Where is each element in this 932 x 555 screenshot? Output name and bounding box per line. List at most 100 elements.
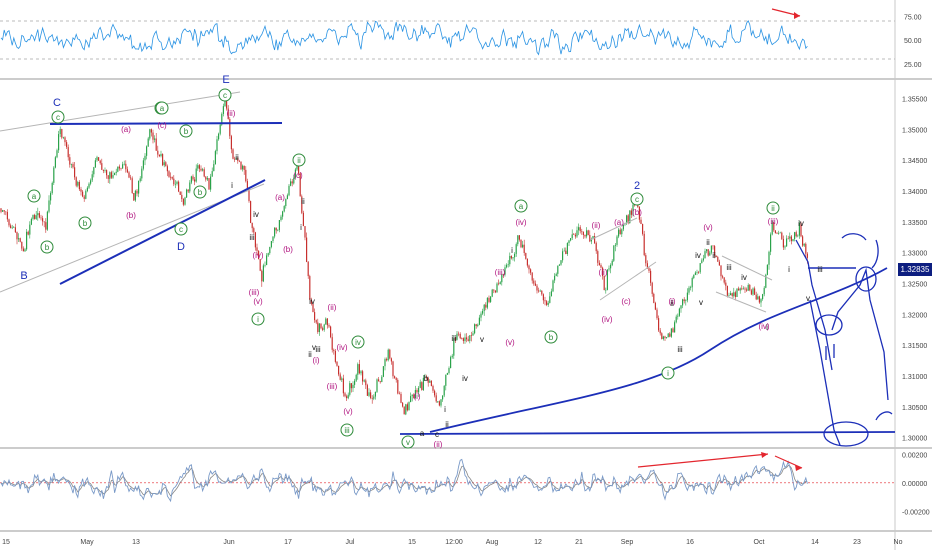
candle-body: [744, 288, 746, 290]
candle-body: [531, 272, 533, 281]
candle-body: [560, 260, 562, 265]
candle-body: [498, 283, 500, 285]
candle-body: [586, 230, 588, 237]
candle-body: [349, 383, 351, 395]
candle-body: [472, 333, 474, 336]
candle-body: [469, 335, 471, 341]
wave-label: v: [480, 335, 484, 344]
candle-body: [605, 289, 607, 291]
wave-label: iii: [344, 426, 350, 435]
wave-label-circle: [51, 110, 65, 124]
candle-body: [752, 288, 754, 295]
candle-body: [437, 401, 439, 402]
candle-body: [456, 333, 458, 340]
time-axis-tick: 13: [132, 539, 140, 546]
candle-body: [395, 377, 397, 380]
candle-body: [797, 235, 799, 237]
price-axis-tick: 1.33500: [902, 220, 927, 227]
wave-label-circle: [514, 199, 528, 213]
candle-body: [558, 264, 560, 266]
candle-body: [269, 246, 271, 254]
candle-body: [307, 261, 309, 277]
candle-body: [354, 380, 356, 385]
wave-label: (i): [668, 297, 675, 306]
candle-body: [378, 379, 380, 382]
candle-body: [779, 232, 781, 234]
candle-body: [696, 272, 698, 273]
candle-body: [166, 166, 168, 172]
candle-body: [336, 361, 338, 366]
candle-body: [365, 380, 367, 386]
candle-body: [581, 231, 583, 232]
wave-label: ii: [235, 153, 239, 162]
candle-body: [539, 290, 541, 292]
candle-body: [589, 234, 591, 242]
candle-body: [347, 394, 349, 399]
oscillator-divergence-arrowhead: [795, 465, 802, 471]
candle-body: [122, 164, 124, 169]
candle-body: [362, 371, 364, 382]
candle-body: [446, 373, 448, 375]
candle-body: [43, 221, 45, 223]
candle-body: [154, 138, 156, 140]
candle-body: [470, 335, 472, 336]
candle-body: [736, 288, 738, 297]
candle-body: [675, 316, 677, 323]
candle-body: [374, 391, 376, 397]
candle-body: [480, 313, 482, 318]
wave-label: (iv): [252, 251, 263, 260]
candle-body: [32, 214, 34, 219]
candle-body: [776, 233, 778, 234]
candle-body: [434, 390, 436, 396]
candle-body: [40, 217, 42, 219]
candle-body: [350, 383, 352, 389]
candle-body: [275, 227, 277, 231]
candle-body: [742, 288, 744, 290]
candle-body: [309, 276, 311, 300]
candle-body: [288, 185, 290, 196]
candle-body: [406, 404, 408, 411]
wave-label: b: [424, 374, 429, 383]
candle-body: [258, 250, 260, 260]
candle-body: [126, 169, 128, 173]
candle-body: [549, 296, 551, 303]
candle-body: [238, 160, 240, 162]
wave-label: iii: [249, 233, 255, 242]
oscillator-axis-tick: 0.00200: [902, 452, 927, 459]
candle-body: [525, 252, 527, 259]
candle-body: [750, 290, 752, 295]
candle-body: [274, 227, 276, 237]
candle-body: [661, 333, 663, 339]
wave-label: (b): [632, 208, 642, 217]
candle-body: [218, 133, 220, 140]
time-axis-tick: 16: [686, 539, 694, 546]
candle-body: [627, 215, 629, 224]
candle-body: [48, 200, 50, 212]
candle-body: [306, 237, 308, 262]
projection-sketch: [809, 299, 841, 446]
candle-body: [755, 294, 757, 300]
candle-body: [616, 236, 618, 245]
candle-body: [533, 280, 535, 284]
oscillator-signal-line: [0, 465, 808, 497]
candle-body: [320, 323, 322, 329]
wave-label: (ii): [592, 221, 601, 230]
wave-label: (ii): [328, 303, 337, 312]
candle-body: [571, 234, 573, 239]
candle-body: [58, 134, 60, 151]
candle-body: [330, 326, 332, 338]
candle-body: [83, 196, 85, 199]
candle-body: [203, 169, 205, 177]
candle-body: [144, 155, 146, 161]
candle-body: [387, 349, 389, 361]
projection-sketch: [841, 233, 879, 269]
wave-label: a: [32, 192, 37, 201]
candle-body: [739, 288, 741, 291]
wave-label: (c): [293, 171, 303, 180]
candle-body: [285, 199, 287, 207]
candle-body: [728, 295, 730, 296]
candle-body: [768, 251, 770, 265]
wave-label: ii: [712, 251, 716, 260]
